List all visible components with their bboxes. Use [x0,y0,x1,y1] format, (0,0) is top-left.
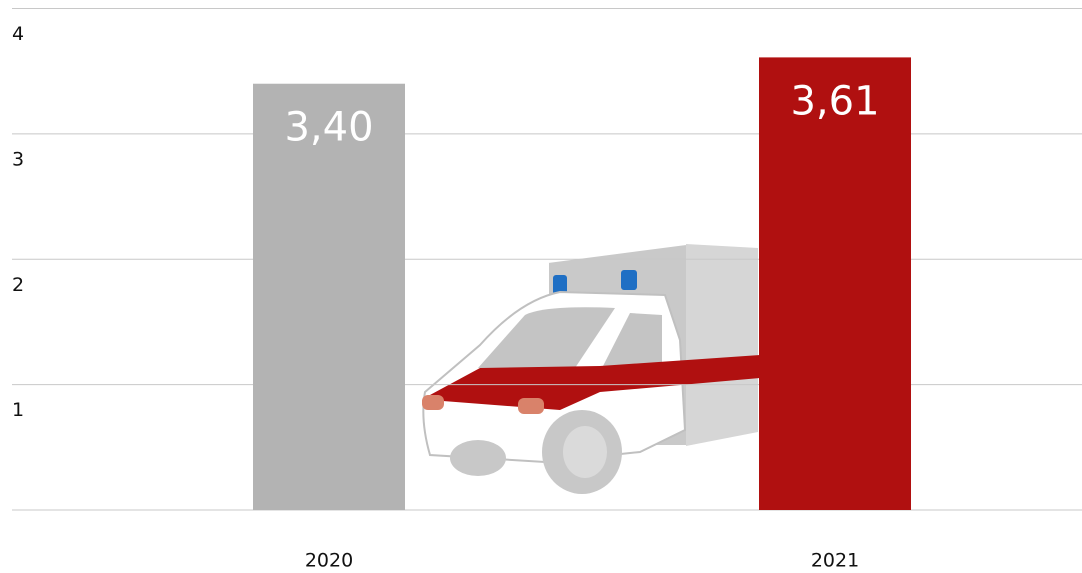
value-label: 3,61 [790,78,879,124]
y-tick-label: 4 [12,23,24,45]
ambulance-illustration [422,242,760,494]
y-tick-label: 2 [12,274,24,296]
y-tick-label: 1 [12,399,24,421]
y-tick-label: 3 [12,148,24,170]
x-tick-label: 2021 [811,550,859,572]
x-tick-label: 2020 [305,550,353,572]
bar [253,83,405,510]
bar [759,57,911,511]
value-label: 3,40 [284,105,373,151]
